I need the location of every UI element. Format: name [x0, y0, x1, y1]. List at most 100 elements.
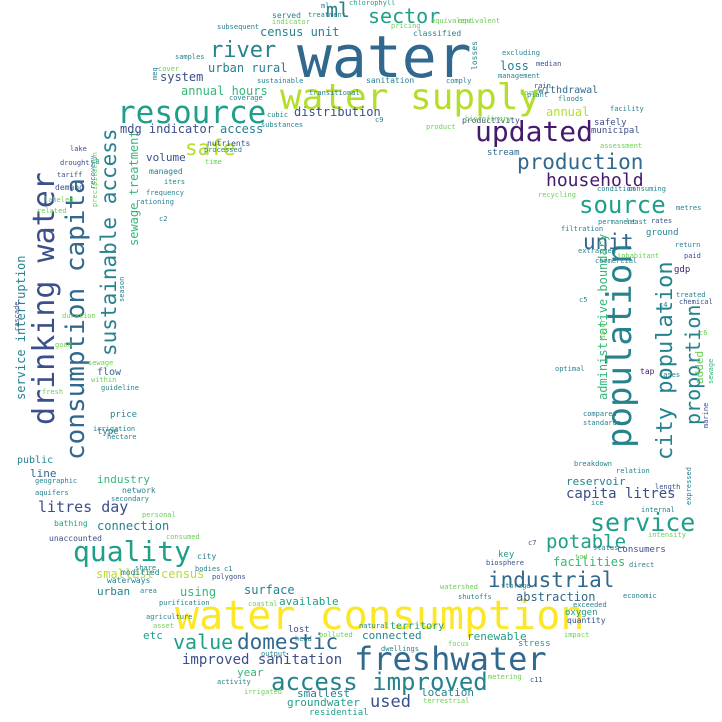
cloud-word: treated — [676, 291, 706, 299]
cloud-word: lake — [70, 145, 87, 153]
cloud-word: rationing — [136, 198, 174, 206]
cloud-word: lost — [288, 625, 310, 635]
cloud-word: city population — [653, 261, 678, 460]
cloud-word: improved sanitation — [182, 652, 343, 668]
cloud-word: dwellings — [381, 645, 419, 653]
cloud-word: sewage — [88, 359, 114, 367]
cloud-word: metering — [488, 673, 522, 681]
cloud-word: extracted — [578, 247, 616, 255]
cloud-word: connected — [362, 629, 422, 642]
cloud-word: least — [626, 218, 648, 226]
cloud-word: inhabitant — [617, 252, 660, 260]
cloud-word: line — [30, 467, 57, 480]
cloud-word: surface — [244, 583, 295, 597]
cloud-word: biorefinery — [465, 115, 512, 123]
cloud-word: economic — [623, 592, 657, 600]
cloud-word: season — [118, 276, 126, 302]
cloud-word: internal — [641, 506, 675, 514]
cloud-word: condition — [597, 185, 635, 193]
cloud-word: median — [536, 60, 562, 68]
cloud-word: city — [197, 552, 217, 561]
cloud-word: added — [693, 350, 706, 384]
cloud-word: share — [135, 564, 157, 572]
cloud-word: indicator — [272, 18, 310, 26]
cloud-word: industrial — [488, 568, 615, 592]
cloud-word: losses — [470, 41, 479, 70]
cloud-word: capita litres — [566, 486, 676, 502]
cloud-word: substances — [261, 121, 304, 129]
cloud-word: equivalent — [431, 17, 474, 25]
cloud-word: mdg indicator — [120, 122, 214, 136]
cloud-word: year — [237, 666, 264, 679]
cloud-word: related — [37, 207, 67, 215]
cloud-word: managed — [149, 167, 183, 176]
cloud-word: withdrawal — [538, 85, 599, 96]
cloud-word: sewage treatment — [127, 130, 141, 246]
cloud-word: purification — [159, 599, 210, 607]
cloud-word: expressed — [685, 467, 693, 505]
cloud-word: domestic — [237, 630, 339, 654]
cloud-word: optimal — [555, 365, 585, 373]
cloud-word: samples — [175, 53, 205, 61]
cloud-word: classified — [413, 29, 462, 38]
cloud-word: system — [160, 70, 204, 84]
cloud-word: c6 — [699, 329, 708, 337]
cloud-word: access — [220, 122, 264, 136]
cloud-word: flow — [97, 367, 122, 378]
cloud-word: reservoir — [566, 475, 626, 488]
cloud-word: commercial — [595, 257, 638, 265]
cloud-word: terrestrial — [423, 697, 470, 705]
cloud-word: geographic — [35, 477, 78, 485]
cloud-word: aquifers — [35, 489, 69, 497]
cloud-word: oxygen — [565, 608, 598, 618]
cloud-word: quality — [73, 535, 192, 568]
cloud-word: shutoffs — [458, 593, 492, 601]
cloud-word: annual — [546, 105, 590, 119]
cloud-word: location — [421, 686, 474, 699]
cloud-word: urban — [97, 585, 131, 598]
cloud-word: sustainable — [257, 77, 304, 85]
cloud-word: volume — [146, 151, 186, 164]
cloud-word: municipal — [591, 126, 640, 136]
cloud-word: coastal — [248, 600, 278, 608]
cloud-word: natural — [359, 622, 389, 630]
cloud-word: output — [261, 650, 287, 658]
cloud-word: duration — [62, 312, 96, 320]
cloud-word: watershed — [440, 583, 478, 591]
cloud-word: safely — [594, 118, 627, 128]
cloud-word: asset — [153, 622, 175, 630]
cloud-word: key — [498, 550, 515, 560]
cloud-word: good — [55, 341, 72, 349]
cloud-word: rates — [651, 217, 673, 225]
cloud-word: excluding — [502, 49, 540, 57]
cloud-word: ice — [591, 499, 604, 507]
cloud-word: metres — [676, 204, 702, 212]
cloud-word: irrigated — [244, 688, 282, 696]
cloud-word: return — [675, 241, 701, 249]
cloud-word: c5 — [579, 296, 588, 304]
cloud-word: iters — [164, 178, 186, 186]
cloud-word: connection — [97, 519, 170, 533]
cloud-word: service — [590, 508, 696, 537]
cloud-word: pricing — [391, 22, 421, 30]
cloud-word: access improved — [271, 668, 488, 696]
cloud-word: demand — [55, 183, 84, 192]
cloud-word: annual hours — [181, 84, 268, 98]
cloud-word: c2 — [159, 215, 168, 223]
cloud-word: renewable — [467, 630, 527, 643]
cloud-word: consumed — [166, 533, 200, 541]
cloud-word: area — [140, 587, 157, 595]
cloud-word: consuming — [628, 185, 666, 193]
cloud-word: fresh — [42, 388, 64, 396]
cloud-word: production — [517, 150, 644, 174]
cloud-word: modified — [121, 568, 160, 577]
cloud-word: direct — [629, 561, 655, 569]
cloud-word: type — [97, 427, 119, 437]
cloud-word: compared — [583, 410, 617, 418]
cloud-word: floods — [558, 95, 584, 103]
cloud-word: drought — [60, 159, 90, 167]
cloud-word: assessment — [600, 142, 643, 150]
cloud-word: consumers — [617, 545, 666, 555]
cloud-word: stream — [487, 148, 520, 158]
